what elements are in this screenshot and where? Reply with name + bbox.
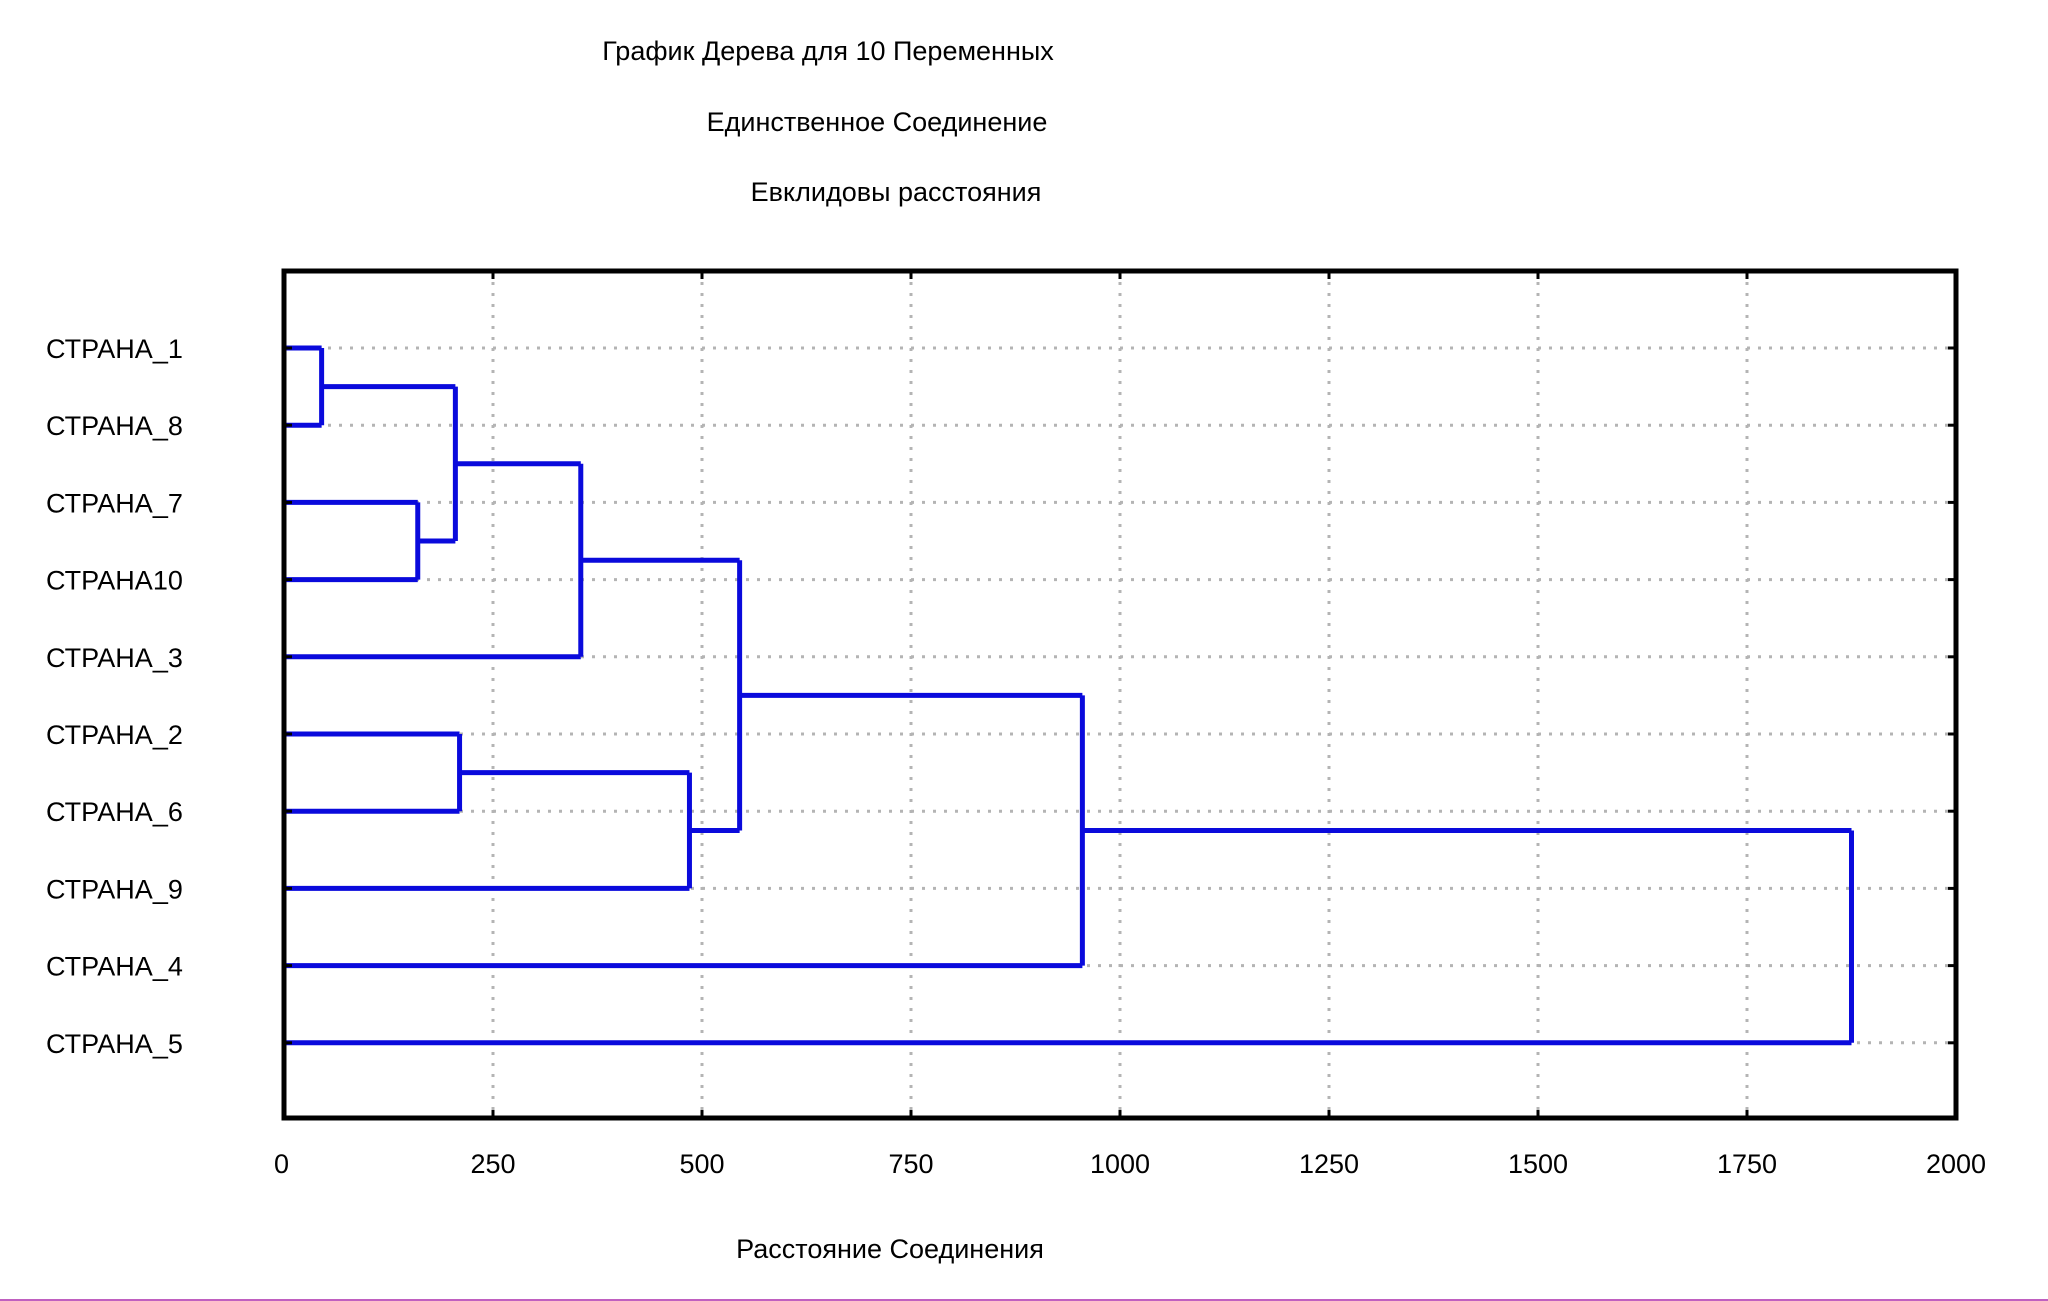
leaf-label: СТРАНА_6: [46, 797, 183, 827]
x-tick-label: 0: [274, 1149, 289, 1179]
x-axis-label: Расстояние Соединения: [736, 1234, 1044, 1264]
x-tick-label: 1500: [1508, 1149, 1568, 1179]
x-tick-label: 1750: [1717, 1149, 1777, 1179]
leaf-label: СТРАНА_5: [46, 1029, 183, 1059]
x-tick-label: 250: [470, 1149, 515, 1179]
grid: [284, 271, 1956, 1118]
leaf-label: СТРАНА_1: [46, 334, 183, 364]
x-tick-label: 750: [888, 1149, 933, 1179]
chart-subtitle-method: Единственное Соединение: [707, 107, 1048, 137]
leaf-label: СТРАНА_2: [46, 720, 183, 750]
plot-frame: [281, 268, 1959, 1121]
leaf-labels: СТРАНА_1 СТРАНА_8 СТРАНА_7 СТРАНА10 СТРАНА_3…: [46, 334, 183, 1059]
leaf-label: СТРАНА10: [46, 566, 183, 596]
chart-title: График Дерева для 10 Переменных: [602, 36, 1054, 66]
leaf-label: СТРАНА_3: [46, 643, 183, 673]
x-tick-label: 1000: [1090, 1149, 1150, 1179]
x-tick-label: 1250: [1299, 1149, 1359, 1179]
chart-subtitle-distance: Евклидовы расстояния: [751, 177, 1042, 207]
axis-ticks: [282, 271, 1958, 1118]
leaf-label: СТРАНА_7: [46, 488, 183, 518]
dendrogram-tree: [284, 345, 1854, 1046]
leaf-label: СТРАНА_8: [46, 411, 183, 441]
window-bottom-border: [0, 1299, 2048, 1301]
x-tick-label: 500: [679, 1149, 724, 1179]
leaf-label: СТРАНА_4: [46, 952, 183, 982]
leaf-label: СТРАНА_9: [46, 874, 183, 904]
x-tick-label: 2000: [1926, 1149, 1986, 1179]
x-axis-tick-labels: 0 250 500 750 1000 1250 1500 1750 2000: [274, 1149, 1986, 1179]
